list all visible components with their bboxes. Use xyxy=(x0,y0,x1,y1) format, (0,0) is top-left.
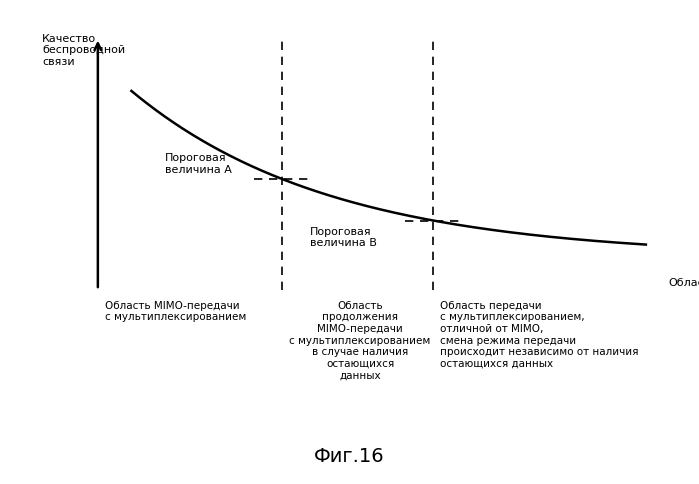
Text: Область передачи
с мультиплексированием,
отличной от MIMO,
смена режима передачи: Область передачи с мультиплексированием,… xyxy=(440,300,639,368)
Text: Фиг.16: Фиг.16 xyxy=(314,446,385,465)
Text: Качество
беспроводной
связи: Качество беспроводной связи xyxy=(42,34,125,67)
Text: Область
продолжения
MIMO-передачи
с мультиплексированием
в случае наличия
остающ: Область продолжения MIMO-передачи с муль… xyxy=(289,300,431,379)
Text: Пороговая
величина A: Пороговая величина A xyxy=(165,153,232,175)
Text: Пороговая
величина B: Пороговая величина B xyxy=(310,226,377,248)
Text: Область: Область xyxy=(668,278,699,288)
Text: Область MIMO-передачи
с мультиплексированием: Область MIMO-передачи с мультиплексирова… xyxy=(105,300,246,322)
